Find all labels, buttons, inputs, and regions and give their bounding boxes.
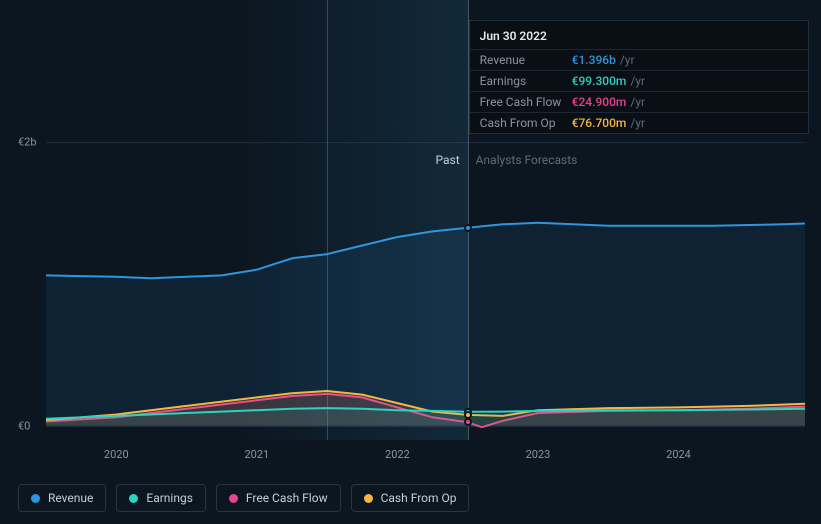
tooltip-row: Free Cash Flow€24.900m/yr — [470, 91, 808, 112]
marker-dot-free_cash_flow — [464, 418, 472, 426]
x-tick-label: 2022 — [385, 448, 410, 461]
tooltip-row-value: €76.700m — [572, 116, 627, 130]
x-tick-label: 2021 — [244, 448, 269, 461]
legend: Revenue Earnings Free Cash Flow Cash From O… — [18, 484, 469, 512]
tooltip-row-unit: /yr — [630, 116, 645, 130]
legend-swatch — [31, 494, 40, 503]
legend-label: Cash From Op — [381, 491, 457, 505]
legend-item-free_cash_flow[interactable]: Free Cash Flow — [216, 484, 341, 512]
legend-item-revenue[interactable]: Revenue — [18, 484, 106, 512]
tooltip-row: Earnings€99.300m/yr — [470, 70, 808, 91]
tooltip-row-label: Earnings — [480, 74, 572, 88]
tooltip-row-unit: /yr — [630, 95, 645, 109]
marker-dot-revenue — [464, 224, 472, 232]
tooltip-row-unit: /yr — [630, 74, 645, 88]
series-area-revenue — [46, 223, 805, 426]
y-tick-label: €2b — [18, 135, 37, 148]
x-tick-label: 2024 — [666, 448, 691, 461]
legend-label: Free Cash Flow — [246, 491, 328, 505]
tooltip-row: Cash From Op€76.700m/yr — [470, 112, 808, 133]
legend-swatch — [229, 494, 238, 503]
tooltip: Jun 30 2022Revenue€1.396b/yrEarnings€99.… — [469, 20, 809, 134]
tooltip-row-value: €24.900m — [572, 95, 627, 109]
plot-area[interactable]: €0€2b20202021202220232024PastAnalysts Fo… — [46, 0, 805, 440]
y-tick-label: €0 — [18, 419, 30, 432]
tooltip-title: Jun 30 2022 — [470, 27, 808, 49]
x-tick-label: 2020 — [104, 448, 129, 461]
tooltip-row-unit: /yr — [620, 53, 635, 67]
tooltip-row-label: Revenue — [480, 53, 572, 67]
tooltip-row-label: Cash From Op — [480, 116, 572, 130]
legend-swatch — [129, 494, 138, 503]
tooltip-row-value: €99.300m — [572, 74, 627, 88]
legend-item-earnings[interactable]: Earnings — [116, 484, 206, 512]
x-tick-label: 2023 — [526, 448, 551, 461]
chart-container: €0€2b20202021202220232024PastAnalysts Fo… — [18, 0, 805, 470]
legend-label: Earnings — [146, 491, 193, 505]
legend-label: Revenue — [48, 491, 93, 505]
legend-swatch — [364, 494, 373, 503]
tooltip-row: Revenue€1.396b/yr — [470, 49, 808, 70]
tooltip-row-value: €1.396b — [572, 53, 616, 67]
legend-item-cash_from_op[interactable]: Cash From Op — [351, 484, 470, 512]
tooltip-row-label: Free Cash Flow — [480, 95, 572, 109]
